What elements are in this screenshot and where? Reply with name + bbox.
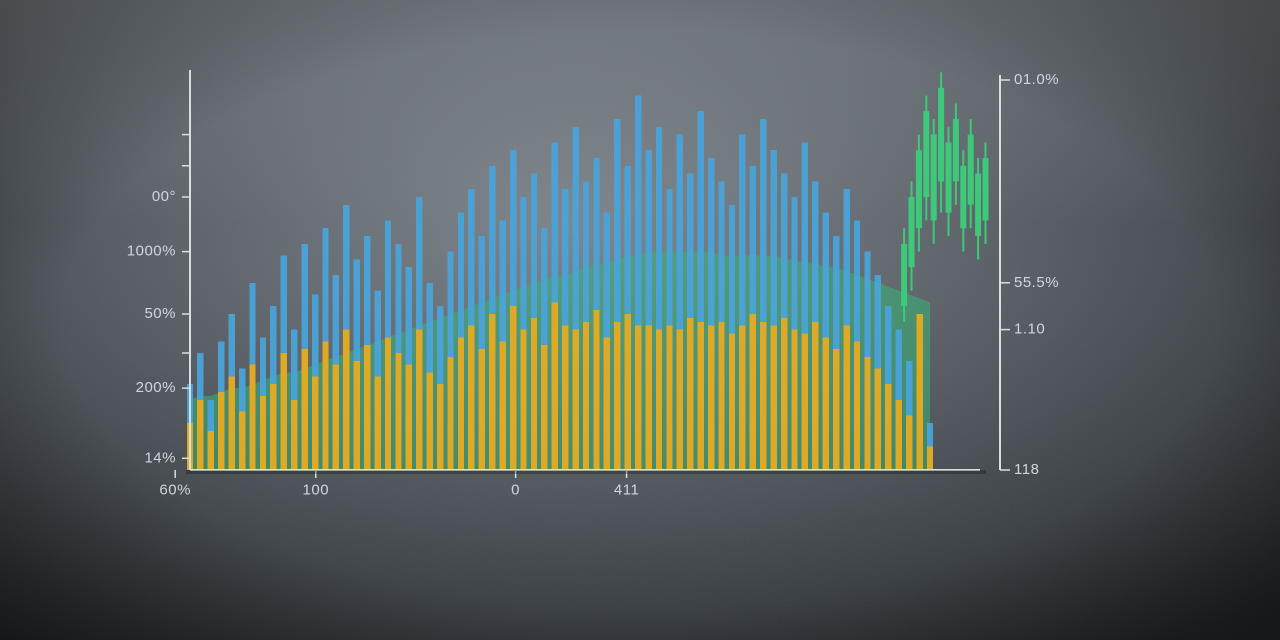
- bar-yellow: [260, 396, 266, 470]
- bar-yellow: [343, 330, 349, 470]
- chart-stage: 14% 200% 50% 1000% 00° 01.0% 55.5% 1.10 118 60% 10…: [0, 0, 1280, 640]
- bar-yellow: [458, 337, 464, 470]
- bar-yellow: [698, 322, 704, 470]
- y-left-tick-label: 50%: [144, 305, 176, 322]
- y-left-tick-label: 00°: [152, 188, 176, 205]
- bar-yellow: [833, 349, 839, 470]
- bar-yellow: [239, 412, 245, 471]
- bar-yellow: [479, 349, 485, 470]
- bar-yellow: [875, 369, 881, 470]
- bar-yellow: [812, 322, 818, 470]
- y-right-tick-label: 118: [1014, 461, 1039, 478]
- x-tick-label: 0: [511, 481, 520, 498]
- bar-yellow: [364, 345, 370, 470]
- y-right-tick-label: 1.10: [1014, 321, 1045, 338]
- bar-yellow: [791, 330, 797, 470]
- bar-yellow: [750, 314, 756, 470]
- bar-yellow: [864, 357, 870, 470]
- bar-yellow: [729, 334, 735, 471]
- bar-yellow: [437, 384, 443, 470]
- bar-yellow: [552, 302, 558, 470]
- bar-yellow: [468, 326, 474, 470]
- bar-yellow: [208, 431, 214, 470]
- bar-yellow: [218, 392, 224, 470]
- candle-body: [923, 111, 929, 197]
- bar-yellow: [406, 365, 412, 470]
- bar-yellow: [385, 337, 391, 470]
- y-right-tick-label: 01.0%: [1014, 71, 1059, 88]
- bar-yellow: [645, 326, 651, 470]
- candle-body: [938, 88, 944, 182]
- bar-yellow: [447, 357, 453, 470]
- bar-yellow: [770, 326, 776, 470]
- bar-yellow: [677, 330, 683, 470]
- bar-yellow: [312, 376, 318, 470]
- bar-yellow: [531, 318, 537, 470]
- bar-yellow: [614, 322, 620, 470]
- bar-yellow: [760, 322, 766, 470]
- candle-body: [968, 135, 974, 205]
- candle-body: [909, 197, 915, 267]
- bar-yellow: [843, 326, 849, 470]
- bar-yellow: [656, 330, 662, 470]
- candle-body: [916, 150, 922, 228]
- bar-yellow: [593, 310, 599, 470]
- y-left-tick-label: 1000%: [127, 243, 176, 260]
- bar-yellow: [489, 314, 495, 470]
- candle-body: [946, 142, 952, 212]
- bar-yellow: [708, 326, 714, 470]
- bar-yellow: [885, 384, 891, 470]
- bar-yellow: [333, 365, 339, 470]
- bar-yellow: [916, 314, 922, 470]
- bar-yellow: [197, 400, 203, 470]
- bar-yellow: [301, 349, 307, 470]
- bar-yellow: [781, 318, 787, 470]
- bar-yellow: [510, 306, 516, 470]
- y-left-tick-label: 200%: [136, 379, 176, 396]
- bar-yellow: [520, 330, 526, 470]
- bar-yellow: [322, 341, 328, 470]
- bar-yellow: [635, 326, 641, 470]
- bar-yellow: [687, 318, 693, 470]
- bar-yellow: [499, 341, 505, 470]
- bar-yellow: [562, 326, 568, 470]
- candle-body: [931, 135, 937, 221]
- x-tick-label: 60%: [159, 481, 191, 498]
- candle-body: [960, 166, 966, 228]
- bar-yellow: [427, 373, 433, 471]
- bar-yellow: [281, 353, 287, 470]
- bar-yellow: [249, 365, 255, 470]
- bar-yellow: [541, 345, 547, 470]
- x-tick-label: 411: [614, 481, 639, 498]
- bar-yellow: [739, 326, 745, 470]
- bar-yellow: [583, 322, 589, 470]
- bar-yellow: [354, 361, 360, 470]
- bar-yellow: [896, 400, 902, 470]
- bar-yellow: [802, 334, 808, 471]
- bar-yellow: [854, 341, 860, 470]
- candle-body: [953, 119, 959, 181]
- bar-yellow: [927, 447, 933, 470]
- bar-yellow: [666, 326, 672, 470]
- bar-yellow: [625, 314, 631, 470]
- bar-yellow: [229, 376, 235, 470]
- candle-body: [901, 244, 907, 306]
- bar-yellow: [395, 353, 401, 470]
- y-right-tick-label: 55.5%: [1014, 274, 1059, 291]
- bar-yellow: [572, 330, 578, 470]
- y-left-tick-label: 14%: [144, 449, 176, 466]
- chart-svg: 14% 200% 50% 1000% 00° 01.0% 55.5% 1.10 118 60% 10…: [0, 0, 1280, 640]
- bar-yellow: [374, 376, 380, 470]
- bar-yellow: [270, 384, 276, 470]
- x-tick-label: 100: [303, 481, 330, 498]
- candle-body: [975, 174, 981, 236]
- bar-yellow: [718, 322, 724, 470]
- bar-yellow: [823, 337, 829, 470]
- candle-body: [983, 158, 989, 220]
- bar-yellow: [604, 337, 610, 470]
- bar-yellow: [906, 415, 912, 470]
- bar-yellow: [416, 330, 422, 470]
- bar-yellow: [291, 400, 297, 470]
